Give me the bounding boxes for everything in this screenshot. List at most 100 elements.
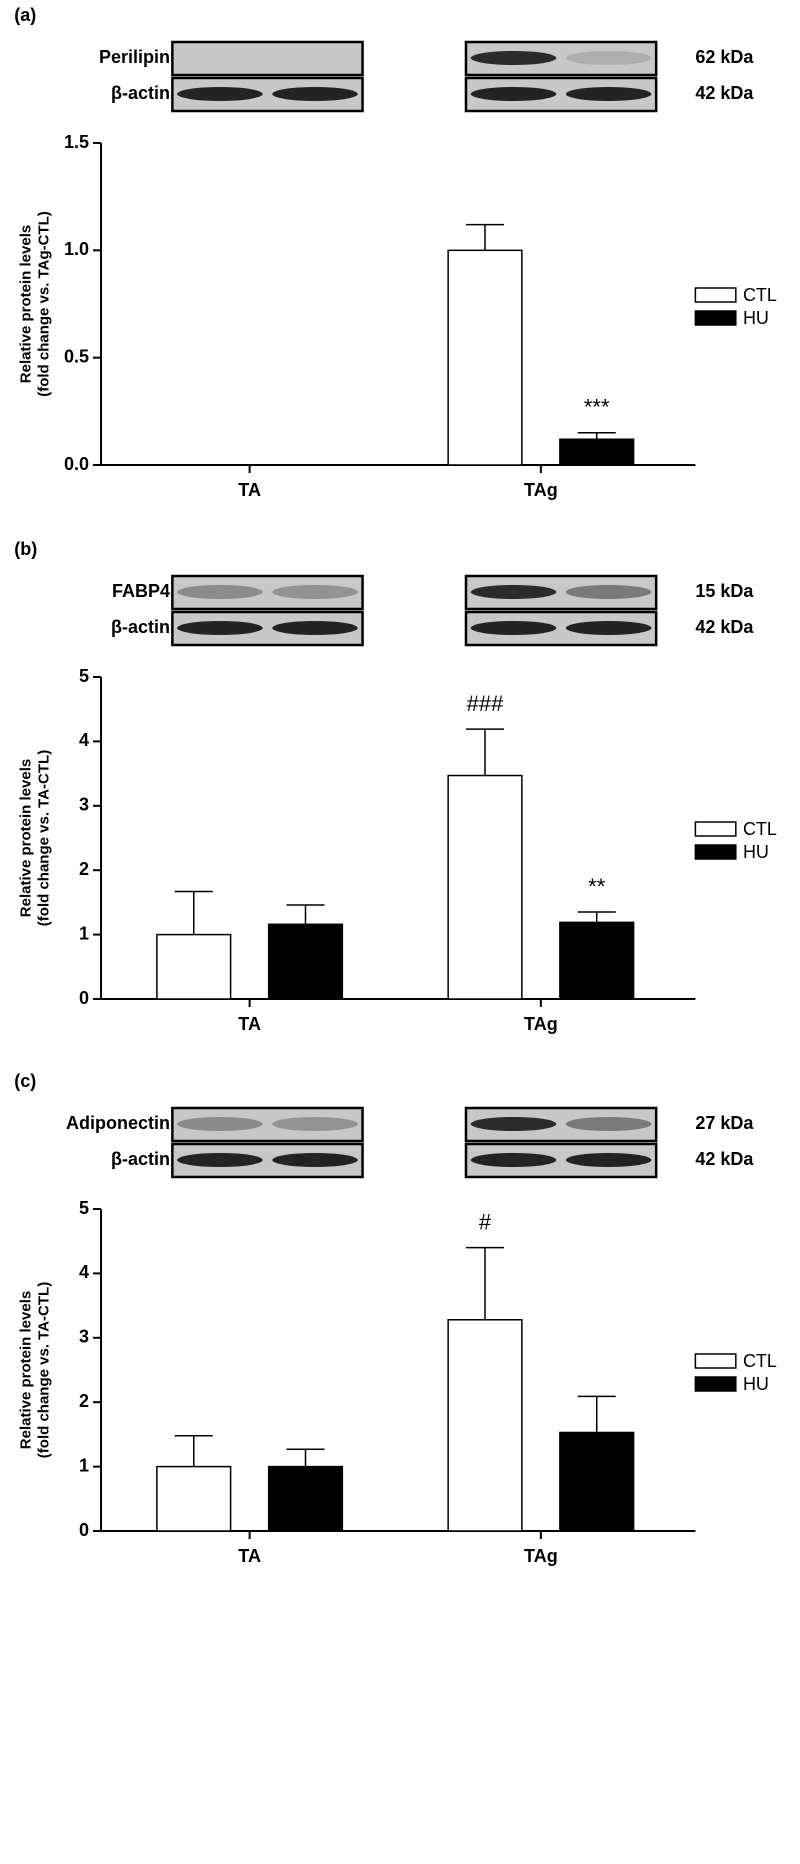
blot-label: β-actin bbox=[111, 617, 170, 637]
blot-band bbox=[177, 1117, 263, 1131]
y-axis-title-line: Relative protein levels bbox=[18, 1291, 35, 1449]
panel-label: (b) bbox=[14, 539, 37, 559]
blot-band bbox=[177, 87, 263, 101]
y-tick-label: 4 bbox=[79, 1262, 89, 1282]
legend-swatch bbox=[694, 1376, 737, 1392]
legend-swatch bbox=[694, 1353, 737, 1369]
bar bbox=[156, 1465, 232, 1532]
y-tick-label: 5 bbox=[79, 1198, 89, 1218]
panel: (a) Perilipin 62 kDa β-actin 42 kDa 0.0 0.5 1.0… bbox=[14, 5, 777, 500]
bar bbox=[559, 438, 635, 466]
y-axis-title-line: (fold change vs. TAg-CTL) bbox=[36, 211, 53, 397]
bar bbox=[447, 1319, 523, 1532]
blot-band bbox=[272, 585, 358, 599]
legend-label: HU bbox=[743, 842, 769, 862]
blot-band bbox=[272, 1117, 358, 1131]
y-tick-label: 3 bbox=[79, 1327, 89, 1347]
bar bbox=[156, 933, 232, 1000]
blot-size: 42 kDa bbox=[695, 83, 754, 103]
blot-band bbox=[470, 621, 557, 635]
x-tick-label: TAg bbox=[524, 1014, 558, 1034]
y-tick-label: 2 bbox=[79, 1391, 89, 1411]
y-tick-label: 2 bbox=[79, 859, 89, 879]
blot-band bbox=[177, 585, 263, 599]
legend-label: CTL bbox=[743, 1351, 777, 1371]
y-axis-title: Relative protein levels (fold change vs. … bbox=[18, 211, 53, 397]
bar bbox=[447, 774, 523, 1000]
blot-band bbox=[177, 1153, 263, 1167]
y-tick-label: 1.0 bbox=[64, 239, 89, 259]
blot-size: 15 kDa bbox=[695, 581, 754, 601]
legend-swatch bbox=[694, 310, 737, 326]
bar bbox=[267, 923, 344, 1000]
bar bbox=[559, 921, 635, 1000]
y-axis-title: Relative protein levels (fold change vs. … bbox=[18, 750, 53, 926]
blot-label: β-actin bbox=[111, 83, 170, 103]
blot-band bbox=[565, 621, 652, 635]
x-tick-label: TAg bbox=[524, 480, 558, 500]
blot-band bbox=[470, 1117, 557, 1131]
y-tick-label: 3 bbox=[79, 795, 89, 815]
y-axis-title: Relative protein levels (fold change vs. … bbox=[18, 1282, 53, 1458]
legend-label: HU bbox=[743, 1374, 769, 1394]
y-tick-label: 5 bbox=[79, 666, 89, 686]
significance-label: # bbox=[479, 1209, 492, 1234]
blot-band bbox=[272, 621, 358, 635]
legend-swatch bbox=[694, 287, 737, 303]
blot-band bbox=[177, 621, 263, 635]
blot-frame bbox=[171, 40, 364, 77]
legend-label: HU bbox=[743, 308, 769, 328]
blot-band bbox=[470, 585, 557, 599]
blot-label: Perilipin bbox=[99, 47, 170, 67]
blot-label: β-actin bbox=[111, 1149, 170, 1169]
blot-band bbox=[565, 1153, 652, 1167]
panel: (c) Adiponectin 27 kDa β-actin 42 kDa 0 1 2 3 4 5 R… bbox=[14, 1071, 777, 1566]
y-tick-label: 4 bbox=[79, 730, 89, 750]
blot-frame bbox=[171, 1106, 364, 1143]
y-tick-label: 0.5 bbox=[64, 346, 89, 366]
blot-band bbox=[470, 1153, 557, 1167]
blot-frame bbox=[171, 574, 364, 611]
blot-size: 62 kDa bbox=[695, 47, 754, 67]
blot-band bbox=[565, 87, 652, 101]
blot-band bbox=[565, 51, 652, 65]
y-tick-label: 1 bbox=[79, 923, 89, 943]
blot-label: FABP4 bbox=[112, 581, 170, 601]
panel-label: (c) bbox=[14, 1071, 36, 1091]
y-tick-label: 1.5 bbox=[64, 132, 89, 152]
blot-band bbox=[272, 1153, 358, 1167]
x-tick-label: TA bbox=[238, 480, 261, 500]
blot-size: 42 kDa bbox=[695, 617, 754, 637]
legend-swatch bbox=[694, 844, 737, 860]
blot-band bbox=[565, 1117, 652, 1131]
blot-size: 42 kDa bbox=[695, 1149, 754, 1169]
y-tick-label: 0.0 bbox=[64, 454, 89, 474]
legend-label: CTL bbox=[743, 819, 777, 839]
y-axis-title-line: (fold change vs. TA-CTL) bbox=[36, 1282, 53, 1458]
blot-size: 27 kDa bbox=[695, 1113, 754, 1133]
blot-band bbox=[272, 87, 358, 101]
y-tick-label: 1 bbox=[79, 1455, 89, 1475]
panel-label: (a) bbox=[14, 5, 36, 25]
significance-label: *** bbox=[584, 395, 610, 420]
blot-band bbox=[565, 585, 652, 599]
significance-label: ### bbox=[467, 691, 504, 716]
blot-band bbox=[470, 51, 557, 65]
legend-label: CTL bbox=[743, 285, 777, 305]
y-axis-title-line: (fold change vs. TA-CTL) bbox=[36, 750, 53, 926]
y-tick-label: 0 bbox=[79, 988, 89, 1008]
panel: (b) FABP4 15 kDa β-actin 42 kDa 0 1 2 3 4 5 Relativ… bbox=[14, 539, 777, 1034]
x-tick-label: TA bbox=[238, 1546, 261, 1566]
y-tick-label: 0 bbox=[79, 1520, 89, 1540]
x-tick-label: TA bbox=[238, 1014, 261, 1034]
legend-swatch bbox=[694, 821, 737, 837]
bar bbox=[559, 1431, 635, 1532]
blot-band bbox=[470, 87, 557, 101]
x-tick-label: TAg bbox=[524, 1546, 558, 1566]
significance-label: ** bbox=[588, 874, 606, 899]
y-axis-title-line: Relative protein levels bbox=[18, 759, 35, 917]
bar bbox=[447, 249, 523, 466]
y-axis-title-line: Relative protein levels bbox=[18, 225, 35, 383]
